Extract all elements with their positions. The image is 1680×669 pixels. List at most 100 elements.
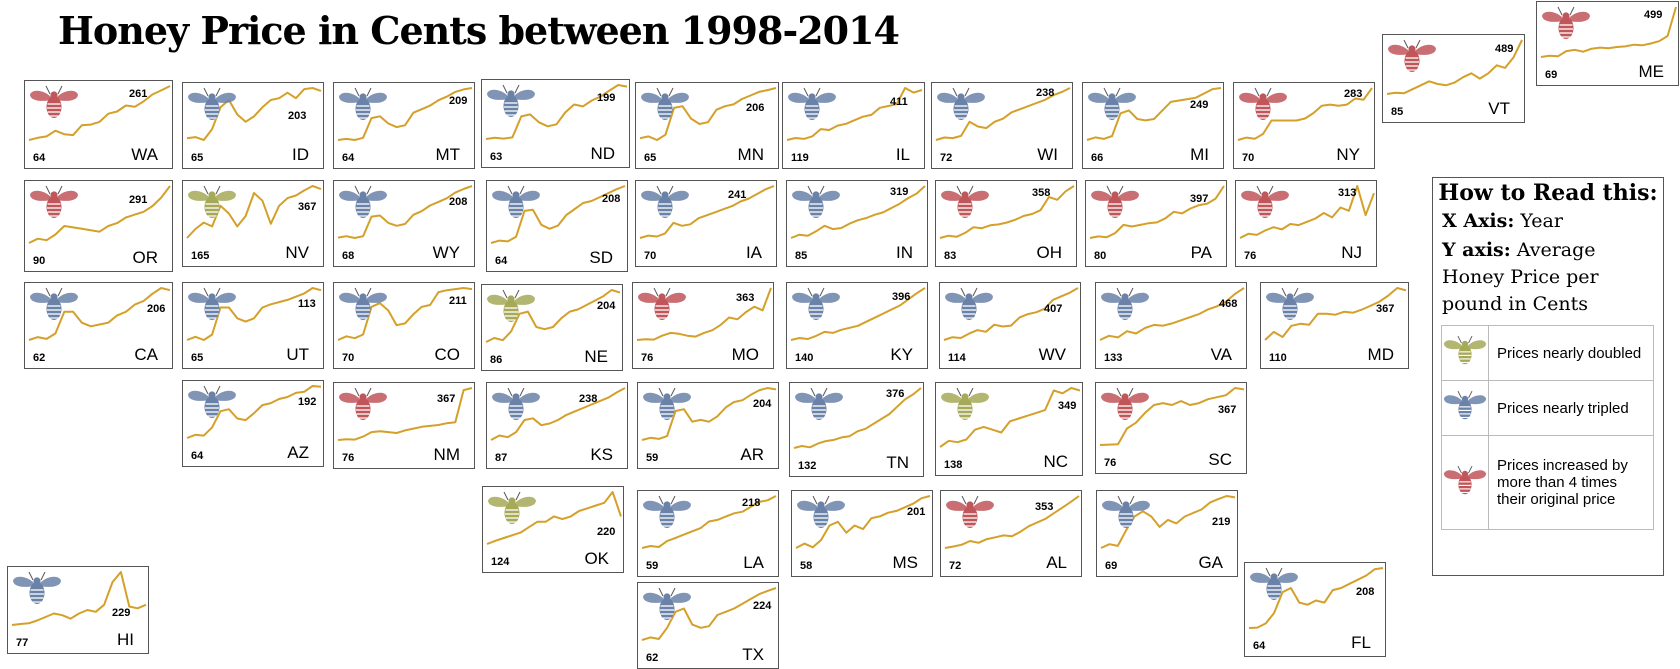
max-price-label: 489 [1495,43,1514,55]
max-price-label: 499 [1644,9,1663,21]
min-price-label: 70 [342,352,355,364]
state-label: SC [1208,450,1232,469]
state-tile-me: 499 69 ME [1536,1,1679,86]
price-line [636,287,772,341]
bee-icon [486,84,536,125]
min-price-label: 87 [495,452,508,464]
sparkline [1099,287,1245,341]
price-line [939,387,1081,448]
price-line [11,571,147,626]
price-line [1099,287,1245,341]
min-price-label: 83 [944,250,957,262]
min-price-label: 59 [646,452,659,464]
state-tile-pa: 397 80 PA [1085,180,1227,267]
state-tile-il: 411 119 IL [782,82,925,169]
sparkline [1089,185,1225,239]
min-price-label: 65 [191,352,204,364]
min-price-label: 76 [1244,250,1257,262]
state-label: OH [1036,243,1063,262]
state-label: MN [737,145,764,164]
price-line [1540,6,1677,58]
max-price-label: 396 [892,291,911,303]
state-tile-al: 353 72 AL [940,490,1082,577]
max-price-label: 397 [1190,193,1209,205]
bee-icon [338,185,388,226]
min-price-label: 72 [949,560,962,572]
state-tile-wa: 261 64 WA [24,80,173,169]
sparkline [490,185,626,244]
bee-icon [794,387,844,428]
bee-icon [1100,387,1150,428]
state-label: KS [590,445,613,464]
max-price-label: 219 [1212,516,1231,528]
state-label: NY [1336,145,1360,164]
state-tile-ms: 201 58 MS [791,490,933,577]
sparkline [186,185,322,239]
max-price-label: 261 [129,88,148,100]
state-tile-nj: 313 76 NJ [1235,180,1377,267]
price-line [1089,185,1225,239]
state-label: IL [895,145,910,164]
sparkline [485,289,621,343]
state-tile-vt: 489 85 VT [1382,34,1525,123]
sparkline [11,571,147,626]
min-price-label: 85 [1391,106,1404,118]
state-label: MD [1367,345,1394,364]
bee-icon [187,287,237,328]
min-price-label: 85 [795,250,808,262]
sparkline [1239,185,1375,239]
bee-icon [1238,87,1288,128]
state-label: NE [584,347,608,366]
min-price-label: 138 [944,459,963,471]
max-price-label: 211 [449,295,467,307]
bee-icon [945,495,995,536]
sparkline [943,287,1079,341]
legend-row-quadrupled: Prices increased by more than 4 times th… [1441,435,1654,530]
price-line [639,185,775,239]
state-label: OR [132,248,159,267]
price-line [1100,495,1236,549]
bee-icon [29,185,79,226]
state-tile-co: 211 70 CO [333,282,475,369]
min-price-label: 140 [795,352,814,364]
state-tile-sd: 208 64 SD [486,180,628,272]
state-label: GA [1198,553,1223,572]
bee-icon [791,185,841,226]
state-label: KY [890,345,913,364]
state-label: IA [745,243,762,262]
bee-icon [1087,87,1137,128]
state-tile-ks: 238 87 KS [486,382,628,469]
bee-icon [1101,495,1151,536]
sparkline [485,84,628,140]
bee-icon [187,385,237,426]
bee-icon [1100,287,1150,328]
state-label: WV [1038,345,1066,364]
bee-icon [491,387,541,428]
sparkline [186,87,322,141]
state-tile-nc: 349 138 NC [935,382,1083,476]
min-price-label: 65 [644,152,657,164]
sparkline [1264,287,1407,341]
state-label: NM [433,445,460,464]
state-tile-mn: 206 65 MN [635,82,779,169]
sparkline [490,387,626,441]
price-line [641,387,777,441]
state-tile-mo: 363 76 MO [632,282,774,369]
min-price-label: 66 [1091,152,1104,164]
state-tile-tn: 376 132 TN [789,382,924,477]
bee-icon [29,85,79,126]
price-line [490,185,626,244]
price-line [186,385,322,439]
price-line [186,185,322,239]
min-price-label: 58 [800,560,813,572]
bee-icon [642,587,692,628]
bee-icon [338,387,388,428]
max-price-label: 313 [1338,187,1357,199]
bee-icon [1265,287,1315,328]
bee-icon [637,287,687,328]
sparkline [939,387,1081,448]
state-label: FL [1351,633,1371,652]
state-tile-ia: 241 70 IA [635,180,777,267]
sparkline [795,495,931,549]
sparkline [28,185,171,244]
